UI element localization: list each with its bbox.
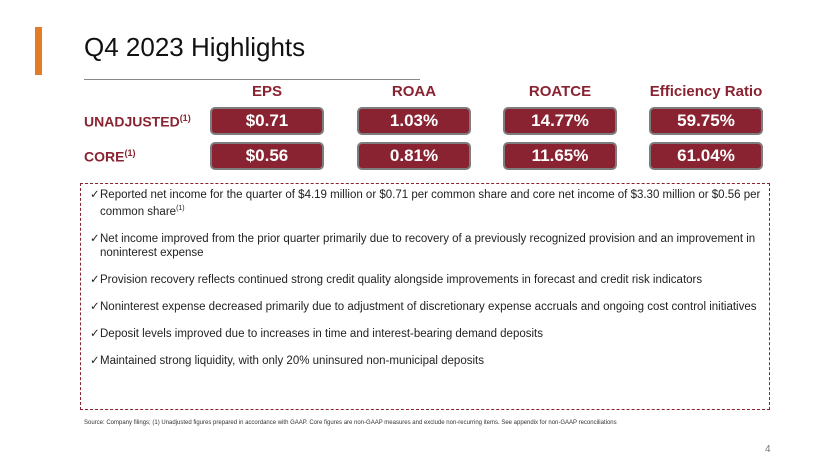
metric-unadjusted-roaa: 1.03% [357,107,471,135]
column-header-roatce: ROATCE [528,83,592,100]
metric-unadjusted-roatce: 14.77% [503,107,617,135]
list-item: ✓ Deposit levels improved due to increase… [90,327,765,341]
metric-core-roatce: 11.65% [503,142,617,170]
column-header-roaa: ROAA [391,83,437,100]
footnote-marker: (1) [179,113,191,123]
page-title: Q4 2023 Highlights [84,32,306,62]
list-item: ✓ Provision recovery reflects continued s… [90,273,765,287]
row-label-text: UNADJUSTED [84,113,180,130]
list-item: ✓ Maintained strong liquidity, with only … [90,354,765,368]
metric-core-eps: $0.56 [210,142,324,170]
bullet-text: Reported net income for the quarter of $… [100,189,761,218]
checkmark-icon: ✓ [90,273,100,286]
bullet-text: Maintained strong liquidity, with only 2… [100,354,484,367]
list-item: ✓ Reported net income for the quarter of … [90,188,765,219]
bullet-text: Net income improved from the prior quart… [100,232,756,259]
row-label-core: CORE(1) [84,148,135,165]
bullet-text: Provision recovery reflects continued st… [100,273,703,286]
metric-unadjusted-eps: $0.71 [210,107,324,135]
column-header-efficiency: Efficiency Ratio [649,83,763,100]
metric-core-roaa: 0.81% [357,142,471,170]
checkmark-icon: ✓ [90,327,100,340]
highlights-panel [80,183,770,410]
metric-unadjusted-efficiency: 59.75% [649,107,763,135]
accent-bar [35,27,42,75]
checkmark-icon: ✓ [90,189,100,201]
bullet-text: Noninterest expense decreased primarily … [100,300,757,313]
column-header-eps: EPS [251,83,282,100]
page-number: 4 [765,444,771,455]
checkmark-icon: ✓ [90,354,100,367]
list-item: ✓ Noninterest expense decreased primarily… [90,300,765,314]
footnote-marker: (1) [176,205,185,212]
source-footnote: Source: Company filings; (1) Unadjusted … [84,420,617,426]
bullet-text: Deposit levels improved due to increases… [100,327,543,340]
row-label-text: CORE [84,148,125,165]
list-item: ✓ Net income improved from the prior quar… [90,232,765,260]
metric-core-efficiency: 61.04% [649,142,763,170]
checkmark-icon: ✓ [90,232,100,245]
highlights-list: ✓ Reported net income for the quarter of … [90,188,765,381]
footnote-marker: (1) [124,148,136,158]
checkmark-icon: ✓ [90,300,100,313]
row-label-unadjusted: UNADJUSTED(1) [84,113,191,130]
title-divider [84,79,420,80]
